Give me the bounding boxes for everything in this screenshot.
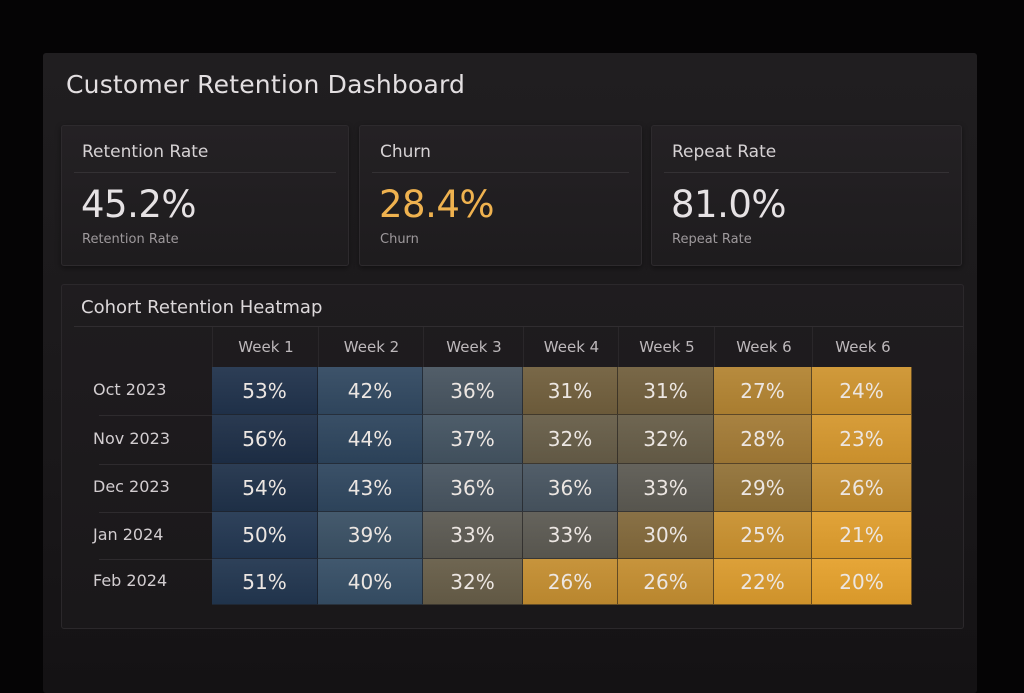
heatmap-cell: 33% [423,512,523,559]
heatmap-cell: 30% [618,512,714,559]
column-header: Week 2 [318,327,424,367]
heatmap-cell: 51% [212,559,318,605]
heatmap-cell: 33% [523,512,618,559]
heatmap-cell: 31% [523,367,618,415]
divider [372,172,629,173]
row-divider [99,464,212,465]
row-label: Feb 2024 [93,571,168,590]
heatmap-cell: 36% [423,464,523,512]
heatmap-cell: 32% [618,415,714,464]
heatmap-cell: 24% [812,367,912,415]
heatmap-cell: 27% [714,367,812,415]
page-title: Customer Retention Dashboard [66,70,466,99]
heatmap-cell: 22% [714,559,812,605]
row-label: Dec 2023 [93,477,170,496]
kpi-label: Repeat Rate [672,142,777,162]
kpi-card-repeat-rate: Repeat Rate 81.0% Repeat Rate [651,125,962,266]
kpi-value: 81.0% [671,183,787,226]
kpi-sublabel: Repeat Rate [672,232,752,247]
heatmap-cell: 23% [812,415,912,464]
heatmap-cell: 25% [714,512,812,559]
kpi-value: 45.2% [81,183,197,226]
heatmap-cell: 32% [523,415,618,464]
row-label: Oct 2023 [93,380,167,399]
column-header: Week 5 [618,327,715,367]
row-divider [99,512,212,513]
heatmap-cell: 29% [714,464,812,512]
heatmap-cell: 26% [618,559,714,605]
heatmap-panel: Cohort Retention Heatmap Week 1 Week 2 Wee… [61,284,964,629]
heatmap-cell: 32% [423,559,523,605]
heatmap-cell: 44% [318,415,423,464]
heatmap-cell: 39% [318,512,423,559]
heatmap-cell: 28% [714,415,812,464]
divider [664,172,949,173]
kpi-card-churn: Churn 28.4% Churn [359,125,642,266]
heatmap-cell: 26% [812,464,912,512]
column-header: Week 4 [523,327,619,367]
heatmap-cell: 53% [212,367,318,415]
kpi-label: Churn [380,142,431,162]
kpi-sublabel: Retention Rate [82,232,179,247]
heatmap-cell: 31% [618,367,714,415]
row-divider [99,415,212,416]
column-header: Week 6 [714,327,813,367]
heatmap-cell: 36% [523,464,618,512]
divider [74,326,963,327]
heatmap-cell: 54% [212,464,318,512]
heatmap-title: Cohort Retention Heatmap [81,297,323,318]
kpi-sublabel: Churn [380,232,419,247]
heatmap-cell: 36% [423,367,523,415]
kpi-value: 28.4% [379,183,495,226]
column-header: Week 6 [812,327,913,367]
heatmap-cell: 20% [812,559,912,605]
column-header: Week 1 [212,327,319,367]
heatmap-cell: 42% [318,367,423,415]
heatmap-cell: 43% [318,464,423,512]
heatmap-cell: 33% [618,464,714,512]
column-header: Week 3 [423,327,524,367]
row-divider [99,559,212,560]
heatmap-cell: 56% [212,415,318,464]
kpi-card-retention: Retention Rate 45.2% Retention Rate [61,125,349,266]
kpi-label: Retention Rate [82,142,209,162]
heatmap-cell: 50% [212,512,318,559]
heatmap-cell: 26% [523,559,618,605]
divider [74,172,336,173]
heatmap-cell: 21% [812,512,912,559]
row-label: Nov 2023 [93,429,171,448]
heatmap-cell: 40% [318,559,423,605]
row-label: Jan 2024 [93,525,164,544]
heatmap-cell: 37% [423,415,523,464]
